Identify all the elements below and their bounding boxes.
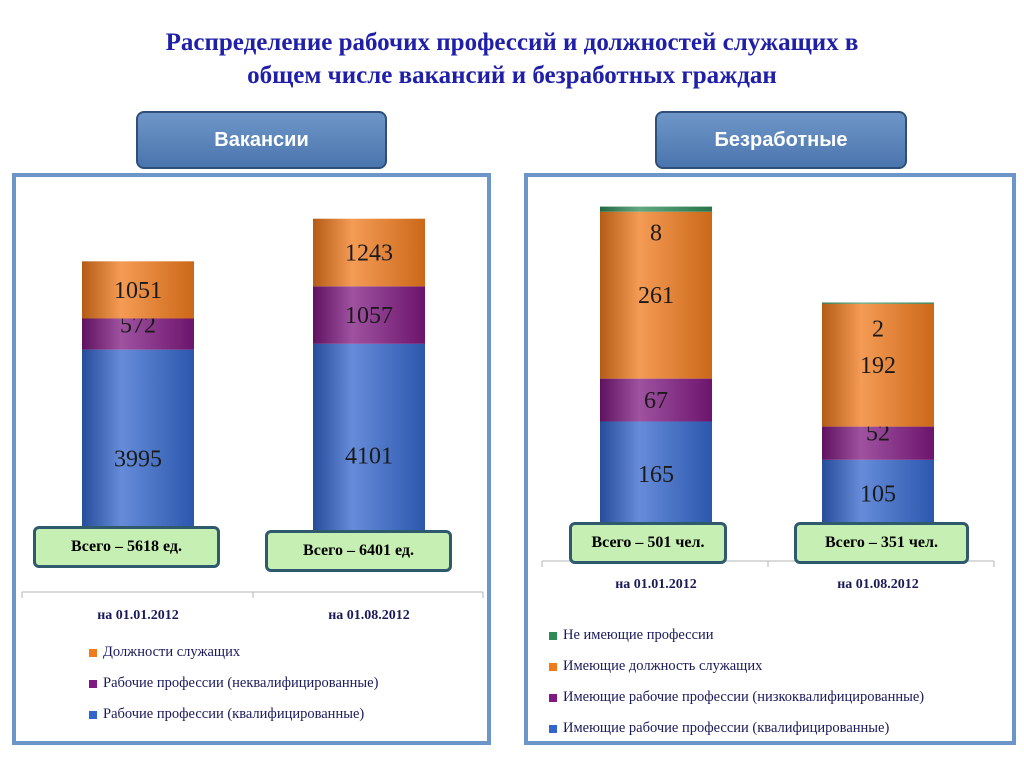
total-label: Всего – 351 чел.: [824, 534, 939, 551]
total-label: Всего – 6401 ед.: [303, 542, 414, 559]
unemployed-legend: Не имеющие профессии Имеющие должность сл…: [549, 620, 924, 744]
total-label: Всего – 5618 ед.: [71, 538, 182, 555]
legend-swatch: [549, 662, 557, 671]
data-label: 2: [872, 317, 884, 343]
bar-segment: [313, 286, 425, 344]
x-tick-label: на 01.01.2012: [97, 608, 179, 623]
legend-item: Имеющие рабочие профессии (квалифицирова…: [549, 713, 924, 744]
data-label: 3995: [114, 446, 162, 472]
unemployed-button[interactable]: Безработные: [655, 111, 907, 169]
legend-swatch: [89, 648, 97, 657]
total-box-2012-08: Всего – 6401 ед.: [265, 530, 452, 572]
legend-item: Должности служащих: [89, 637, 378, 668]
bar-segment: [600, 206, 712, 212]
legend-label: Должности служащих: [103, 644, 241, 660]
unemployed-button-label: Безработные: [714, 128, 848, 151]
legend-swatch: [549, 631, 557, 640]
legend-label: Имеющие рабочие профессии (квалифицирова…: [563, 720, 890, 736]
legend-label: Не имеющие профессии: [563, 627, 714, 643]
page-title: Распределение рабочих профессий и должно…: [60, 26, 964, 92]
bar-segment: [822, 426, 934, 460]
bar-segment: [822, 302, 934, 304]
data-label: 67: [644, 388, 668, 414]
data-label: 1051: [114, 278, 162, 304]
x-tick-label: на 01.08.2012: [837, 577, 919, 592]
vacancies-button-label: Вакансии: [214, 128, 309, 151]
legend-label: Рабочие профессии (неквалифицированные): [103, 675, 379, 691]
bar-segment: [600, 378, 712, 422]
title-line-1: Распределение рабочих профессий и должно…: [165, 29, 859, 56]
data-label: 4101: [345, 443, 393, 469]
legend-label: Имеющие должность служащих: [563, 658, 763, 674]
data-label: 192: [860, 353, 896, 379]
x-tick-label: на 01.08.2012: [328, 608, 410, 623]
data-label: 1243: [345, 241, 393, 267]
legend-item: Рабочие профессии (неквалифицированные): [89, 668, 378, 699]
data-label: 261: [638, 283, 674, 309]
vacancies-panel: 3995 572 1051 4101 1057 1243 на 01.01.2012 на 0…: [12, 173, 491, 745]
legend-item: Имеющие должность служащих: [549, 651, 924, 682]
data-label: 8: [650, 221, 662, 247]
data-label: 1057: [345, 303, 393, 329]
legend-label: Рабочие профессии (квалифицированные): [103, 706, 365, 722]
legend-item: Имеющие рабочие профессии (низкоквалифиц…: [549, 682, 924, 713]
vacancies-legend: Должности служащих Рабочие профессии (нек…: [89, 637, 378, 730]
bar-segment: [313, 218, 425, 287]
legend-label: Имеющие рабочие профессии (низкоквалифиц…: [563, 689, 925, 705]
unemployed-panel: 165 67 261 8 105 52 192 2 на 01.01.2012 на 01.08.…: [524, 173, 1016, 745]
bar-segment: [822, 303, 934, 427]
bar-segment: [600, 421, 712, 527]
data-label: 165: [638, 462, 674, 488]
bar-segment: [82, 318, 194, 350]
total-box-2012-01: Всего – 501 чел.: [569, 522, 727, 564]
total-box-2012-01: Всего – 5618 ед.: [33, 526, 220, 568]
legend-swatch: [549, 724, 557, 733]
title-line-2: общем числе вакансий и безработных гражд…: [247, 62, 777, 89]
bar-segment: [313, 343, 425, 567]
total-label: Всего – 501 чел.: [591, 534, 705, 551]
legend-swatch: [549, 693, 557, 702]
legend-item: Рабочие профессии (квалифицированные): [89, 699, 378, 730]
x-tick-label: на 01.01.2012: [615, 577, 697, 592]
total-box-2012-08: Всего – 351 чел.: [794, 522, 969, 564]
legend-swatch: [89, 679, 97, 688]
bar-segment: [600, 211, 712, 379]
vacancies-button[interactable]: Вакансии: [136, 111, 387, 169]
legend-item: Не имеющие профессии: [549, 620, 924, 651]
legend-swatch: [89, 710, 97, 719]
bar-segment: [822, 459, 934, 527]
data-label: 105: [860, 481, 896, 507]
bar-segment: [82, 261, 194, 319]
